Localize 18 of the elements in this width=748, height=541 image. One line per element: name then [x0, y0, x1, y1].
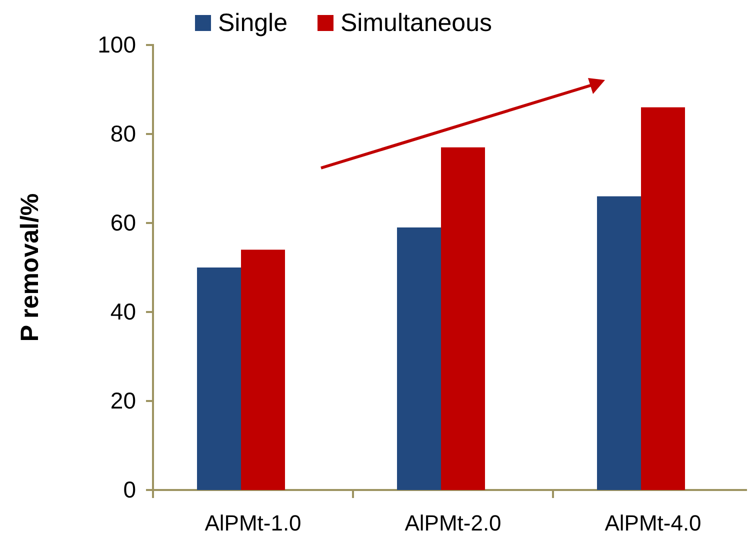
y-tick-label: 0 [123, 476, 136, 502]
bar [597, 196, 641, 490]
y-tick-label: 80 [110, 120, 136, 146]
y-tick-label: 100 [98, 31, 136, 58]
y-axis-title: P removal/% [16, 193, 44, 342]
bar [397, 227, 441, 490]
x-tick-label: AlPMt-4.0 [604, 510, 702, 536]
x-tick-label: AlPMt-2.0 [404, 510, 502, 536]
x-tick-label: AlPMt-1.0 [204, 510, 302, 536]
bar [197, 268, 241, 490]
bar [441, 147, 485, 490]
y-tick-label: 20 [110, 387, 136, 414]
y-tick-label: 40 [110, 298, 136, 324]
legend-label: Single [218, 9, 288, 37]
y-tick-label: 60 [110, 209, 136, 236]
bar [641, 107, 685, 490]
legend-label: Simultaneous [340, 9, 492, 37]
bar [241, 250, 285, 490]
